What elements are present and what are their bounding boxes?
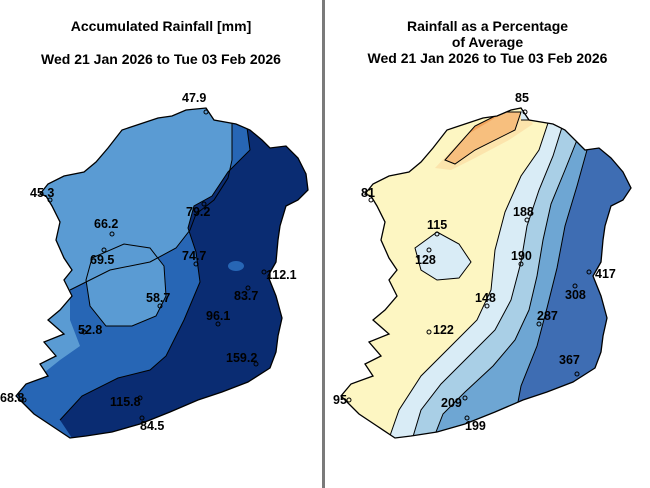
station-valentia-value: 68.8 — [0, 391, 24, 405]
left-title-line2: Wed 21 Jan 2026 to Tue 03 Feb 2026 — [41, 51, 281, 67]
pct-knock-value: 115 — [427, 218, 447, 232]
station-knock-value: 66.2 — [94, 217, 118, 231]
station-moore-park-value: 115.8 — [110, 395, 141, 409]
pct-shannon-value: 122 — [433, 323, 454, 337]
right-title-line3: Wed 21 Jan 2026 to Tue 03 Feb 2026 — [367, 50, 608, 66]
pct-casement-value: 308 — [565, 288, 586, 302]
station-johnstown-value: 159.2 — [226, 351, 257, 365]
right-title-line2: of Average — [451, 34, 524, 50]
station-shannon-value: 52.8 — [78, 323, 102, 337]
accumulated-rainfall-map: 47.9 45.3 66.2 69.5 79.2 74.7 112.1 83.7… — [0, 91, 309, 439]
station-gurteen-value: 58.7 — [146, 291, 170, 305]
station-labels-left: 47.9 45.3 66.2 69.5 79.2 74.7 112.1 83.7… — [0, 91, 297, 433]
pct-belmullet-value: 81 — [361, 186, 375, 200]
rain-band-dark — [60, 120, 308, 438]
panel-divider — [322, 0, 325, 488]
rain-band-light-inner — [86, 244, 166, 326]
pct-mullingar-value: 190 — [511, 249, 532, 263]
pct-malin-head-value: 85 — [515, 91, 529, 105]
rainfall-percentage-map: 85 81 115 128 188 190 417 308 148 287 12… — [333, 91, 632, 439]
pct-roches-point-value: 199 — [465, 419, 486, 433]
pct-ballyhaise-value: 188 — [513, 205, 534, 219]
station-dublin-airport-value: 112.1 — [266, 268, 297, 282]
station-oak-park-value: 96.1 — [206, 309, 230, 323]
right-title-line1: Rainfall as a Percentage — [406, 18, 569, 34]
pct-gurteen-value: 148 — [475, 291, 496, 305]
station-malin-head-value: 47.9 — [182, 91, 206, 105]
pct-moore-park-value: 209 — [441, 396, 462, 410]
accumulated-rainfall-panel: Accumulated Rainfall [mm] Wed 21 Jan 202… — [0, 0, 322, 488]
pct-valentia-value: 95 — [333, 393, 347, 407]
pct-band-peach — [435, 112, 533, 170]
pct-dublin-airport-value: 417 — [595, 267, 616, 281]
station-roches-point-value: 84.5 — [140, 419, 164, 433]
pct-oak-park-value: 287 — [537, 309, 558, 323]
station-mullingar-value: 74.7 — [182, 249, 206, 263]
left-title-line1: Accumulated Rainfall [mm] — [70, 18, 252, 34]
station-labels-right: 85 81 115 128 188 190 417 308 148 287 12… — [333, 91, 616, 433]
station-athenry-value: 69.5 — [90, 253, 114, 267]
station-casement-value: 83.7 — [234, 289, 258, 303]
station-ballyhaise-value: 79.2 — [186, 205, 210, 219]
rainfall-percentage-panel: Rainfall as a Percentage of Average Wed … — [325, 0, 650, 488]
pct-band-pale-blue-inner — [415, 232, 471, 280]
station-belmullet-value: 45.3 — [30, 186, 54, 200]
pct-athenry-value: 128 — [415, 253, 436, 267]
pct-johnstown-value: 367 — [559, 353, 580, 367]
